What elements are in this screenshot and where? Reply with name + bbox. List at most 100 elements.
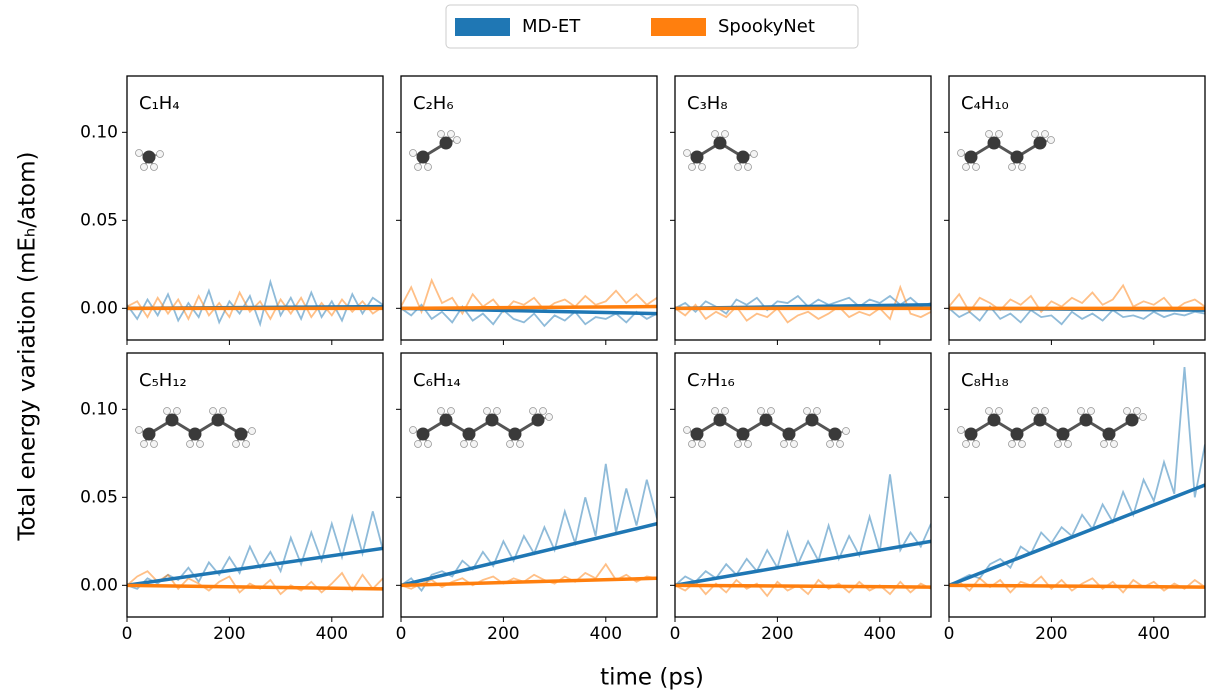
x-tick-label: 0 (396, 624, 407, 644)
hydrogen (1133, 407, 1141, 415)
series-line (401, 463, 657, 593)
panel: C₇H₁₆ 0 200 400 (670, 352, 932, 644)
hydrogen (1077, 407, 1085, 415)
hydrogen (1018, 440, 1026, 448)
hydrogen (242, 440, 250, 448)
carbon (439, 136, 453, 150)
hydrogen (424, 440, 432, 448)
panel-title: C₇H₁₆ (687, 370, 735, 391)
fit-line (949, 483, 1205, 587)
carbon (1033, 136, 1047, 150)
hydrogen (1008, 440, 1016, 448)
hydrogen (232, 440, 240, 448)
panel-title: C₆H₁₄ (413, 370, 461, 391)
x-tick-label: 200 (487, 624, 519, 644)
y-tick-label: 0.10 (80, 122, 118, 142)
carbon (690, 150, 704, 164)
x-tick-label: 0 (670, 624, 681, 644)
hydrogen (957, 426, 965, 434)
hydrogen (1064, 440, 1072, 448)
hydrogen (1018, 163, 1026, 171)
carbon (964, 150, 978, 164)
hydrogen (1047, 136, 1055, 144)
carbon (211, 413, 225, 427)
hydrogen (767, 407, 775, 415)
hydrogen (470, 440, 478, 448)
fit-line (949, 583, 1205, 589)
panel-title: C₈H₁₈ (961, 370, 1009, 391)
hydrogen (683, 426, 691, 434)
hydrogen (453, 136, 461, 144)
hydrogen (219, 407, 227, 415)
hydrogen (734, 163, 742, 171)
carbon (142, 150, 156, 164)
x-tick-label: 0 (122, 624, 133, 644)
hydrogen (1008, 163, 1016, 171)
axes-frame (126, 75, 384, 341)
carbon (987, 413, 1001, 427)
hydrogen (962, 440, 970, 448)
carbon (828, 427, 842, 441)
x-tick-label: 400 (1138, 624, 1170, 644)
fit-line (675, 583, 931, 589)
carbon (462, 427, 476, 441)
panel-title: C₄H₁₀ (961, 93, 1009, 114)
hydrogen (529, 407, 537, 415)
carbon (439, 413, 453, 427)
axes-frame (400, 352, 658, 618)
molecule-icon (957, 407, 1147, 448)
hydrogen (1031, 407, 1039, 415)
carbon (1125, 413, 1139, 427)
hydrogen (683, 149, 691, 157)
fit-line (675, 539, 931, 588)
series-line (401, 277, 657, 316)
series-line (675, 474, 931, 586)
y-tick-label: 0.05 (80, 487, 118, 507)
hydrogen (140, 163, 148, 171)
panel-title: C₁H₄ (139, 93, 180, 114)
carbon (234, 427, 248, 441)
hydrogen (545, 413, 553, 421)
hydrogen (995, 407, 1003, 415)
fit-line (401, 576, 657, 588)
x-tick-label: 200 (761, 624, 793, 644)
carbon (531, 413, 545, 427)
series-line (127, 278, 383, 328)
carbon (188, 427, 202, 441)
hydrogen (135, 426, 143, 434)
hydrogen (688, 163, 696, 171)
molecule-icon (135, 149, 164, 171)
series-line (127, 570, 383, 596)
hydrogen (1041, 130, 1049, 138)
legend-swatch (651, 18, 706, 36)
hydrogen (414, 440, 422, 448)
fit-line (401, 522, 657, 588)
axes-frame (948, 352, 1206, 618)
hydrogen (780, 440, 788, 448)
carbon (713, 413, 727, 427)
hydrogen (734, 440, 742, 448)
molecule-icon (409, 407, 553, 448)
carbon (416, 427, 430, 441)
hydrogen (409, 149, 417, 157)
axes-frame (400, 75, 658, 341)
hydrogen (1087, 407, 1095, 415)
hydrogen (437, 407, 445, 415)
hydrogen (1123, 407, 1131, 415)
panel-title: C₃H₈ (687, 93, 728, 114)
hydrogen (1100, 440, 1108, 448)
x-tick-label: 400 (864, 624, 896, 644)
fit-line (127, 546, 383, 588)
hydrogen (447, 130, 455, 138)
plot-area (949, 283, 1205, 326)
hydrogen (813, 407, 821, 415)
x-axis-label: time (ps) (600, 665, 704, 691)
plot-area (401, 277, 657, 328)
hydrogen (962, 163, 970, 171)
carbon (713, 136, 727, 150)
hydrogen (196, 440, 204, 448)
legend: MD-ET SpookyNet (445, 4, 859, 49)
hydrogen (424, 163, 432, 171)
molecule-icon (683, 130, 758, 171)
